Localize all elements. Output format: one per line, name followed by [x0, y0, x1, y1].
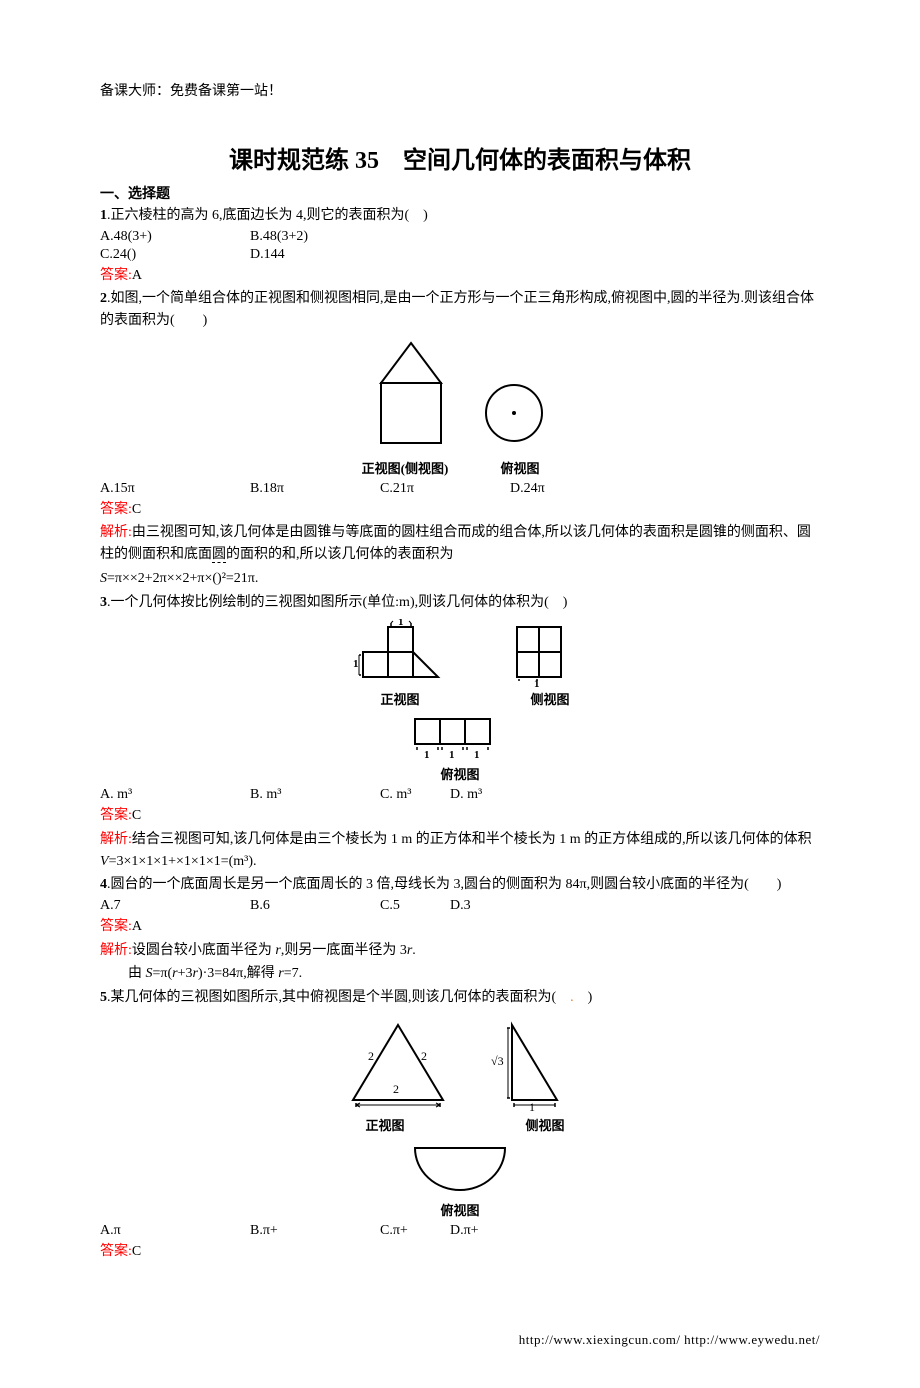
page-footer: http://www.xiexingcun.com/ http://www.ey…	[100, 1332, 820, 1348]
svg-text:√3: √3	[491, 1054, 504, 1068]
section-heading: 一、选择题	[100, 183, 820, 203]
q4-options: A.7 B.6 C.5 D.3	[100, 898, 820, 914]
answer-label: 答案:	[100, 502, 132, 517]
q3-opt-d: D. m³	[450, 787, 520, 803]
svg-text:1: 1	[353, 658, 359, 670]
q5-opt-c: C.π+	[380, 1223, 450, 1239]
q5-caption3: 俯视图	[100, 1200, 820, 1219]
q2-num: 2	[100, 291, 107, 306]
q2-opt-c: C.21π	[380, 481, 510, 497]
q1-options-row2: C.24() D.144	[100, 247, 820, 263]
q3-side-view-icon: 1	[507, 619, 577, 689]
q2-top-view-icon	[474, 338, 554, 458]
answer-label: 答案:	[100, 919, 132, 934]
explain-label: 解析:	[100, 525, 132, 540]
page-header: 备课大师：免费备课第一站！	[100, 80, 820, 100]
q3-num: 3	[100, 595, 107, 610]
q3-top-view-icon: 1 1 1	[395, 714, 525, 764]
q2-opt-b: B.18π	[250, 481, 380, 497]
q5-text: 5.某几何体的三视图如图所示,其中俯视图是个半圆,则该几何体的表面积为( . )	[100, 987, 820, 1009]
q3-opt-c: C. m³	[380, 787, 450, 803]
q5-figure-top: 2 2 2 √3 1 正视图 侧视图	[100, 1015, 820, 1134]
svg-text:1: 1	[398, 619, 404, 628]
q2-opt-a: A.15π	[100, 481, 250, 497]
q2-caption-right: 俯视图	[480, 458, 560, 477]
q1-num: 1	[100, 208, 107, 223]
q5-num: 5	[100, 990, 107, 1005]
svg-text:1: 1	[449, 749, 455, 761]
q4-opt-b: B.6	[250, 898, 380, 914]
page-title: 课时规范练 35 空间几何体的表面积与体积	[100, 140, 820, 175]
answer-label: 答案:	[100, 268, 132, 283]
q2-caption-left: 正视图(侧视图)	[360, 458, 450, 477]
q4-explain2: 由 S=π(r+3r)·3=84π,解得 r=7.	[100, 963, 820, 985]
q3-caption1: 正视图	[340, 689, 460, 708]
q5-answer: 答案:C	[100, 1241, 820, 1263]
q2-text: 2.如图,一个简单组合体的正视图和侧视图相同,是由一个正方形与一个正三角形构成,…	[100, 288, 820, 331]
q4-num: 4	[100, 877, 107, 892]
svg-text:1: 1	[529, 1100, 535, 1114]
svg-text:2: 2	[393, 1082, 399, 1096]
q3-opt-a: A. m³	[100, 787, 250, 803]
answer-label: 答案:	[100, 808, 132, 823]
q2-explain2: S=π××2+2π××2+π×()²=21π.	[100, 568, 820, 590]
q2-explain1: 解析:由三视图可知,该几何体是由圆锥与等底面的圆柱组合而成的组合体,所以该几何体…	[100, 522, 820, 565]
q3-explain: 解析:结合三视图可知,该几何体是由三个棱长为 1 m 的正方体和半个棱长为 1 …	[100, 829, 820, 872]
q3-figure-top: 1 1 1 正视图 侧视图	[100, 619, 820, 708]
q1-opt-d: D.144	[250, 247, 400, 263]
q2-options: A.15π B.18π C.21π D.24π	[100, 481, 820, 497]
q3-figure-bottom: 1 1 1 俯视图	[100, 714, 820, 783]
q2-front-view-icon	[366, 338, 456, 458]
q5-top-view-icon	[400, 1140, 520, 1200]
q5-front-view-icon: 2 2 2	[333, 1015, 463, 1115]
q1-text: 1.正六棱柱的高为 6,底面边长为 4,则它的表面积为( )	[100, 205, 820, 227]
svg-text:1: 1	[424, 749, 430, 761]
q5-options: A.π B.π+ C.π+ D.π+	[100, 1223, 820, 1239]
q5-caption1: 正视图	[335, 1115, 435, 1134]
q4-opt-d: D.3	[450, 898, 520, 914]
q2-figure: 正视图(侧视图) 俯视图	[100, 338, 820, 477]
q5-opt-d: D.π+	[450, 1223, 520, 1239]
q2-opt-d: D.24π	[510, 481, 660, 497]
q4-answer: 答案:A	[100, 916, 820, 938]
q3-caption3: 俯视图	[100, 764, 820, 783]
q1-opt-c: C.24()	[100, 247, 250, 263]
q5-figure-bottom: 俯视图	[100, 1140, 820, 1219]
q5-caption2: 侧视图	[505, 1115, 585, 1134]
q1-options-row1: A.48(3+) B.48(3+2)	[100, 229, 820, 245]
svg-text:2: 2	[421, 1049, 427, 1063]
q3-front-view-icon: 1 1	[343, 619, 473, 689]
explain-label: 解析:	[100, 832, 132, 847]
explain-label: 解析:	[100, 943, 132, 958]
q3-answer: 答案:C	[100, 805, 820, 827]
q5-opt-a: A.π	[100, 1223, 250, 1239]
svg-text:1: 1	[474, 749, 480, 761]
q3-caption2: 侧视图	[520, 689, 580, 708]
q3-text: 3.一个几何体按比例绘制的三视图如图所示(单位:m),则该几何体的体积为( )	[100, 592, 820, 614]
q4-opt-c: C.5	[380, 898, 450, 914]
q4-text: 4.圆台的一个底面周长是另一个底面周长的 3 倍,母线长为 3,圆台的侧面积为 …	[100, 874, 820, 896]
svg-text:2: 2	[368, 1049, 374, 1063]
q1-opt-a: A.48(3+)	[100, 229, 250, 245]
q5-side-view-icon: √3 1	[487, 1015, 587, 1115]
q3-opt-b: B. m³	[250, 787, 380, 803]
q1-opt-b: B.48(3+2)	[250, 229, 400, 245]
q4-explain1: 解析:设圆台较小底面半径为 r,则另一底面半径为 3r.	[100, 940, 820, 962]
q4-opt-a: A.7	[100, 898, 250, 914]
q1-answer: 答案:A	[100, 265, 820, 287]
q2-answer: 答案:C	[100, 499, 820, 521]
answer-label: 答案:	[100, 1244, 132, 1259]
q5-opt-b: B.π+	[250, 1223, 380, 1239]
q3-options: A. m³ B. m³ C. m³ D. m³	[100, 787, 820, 803]
